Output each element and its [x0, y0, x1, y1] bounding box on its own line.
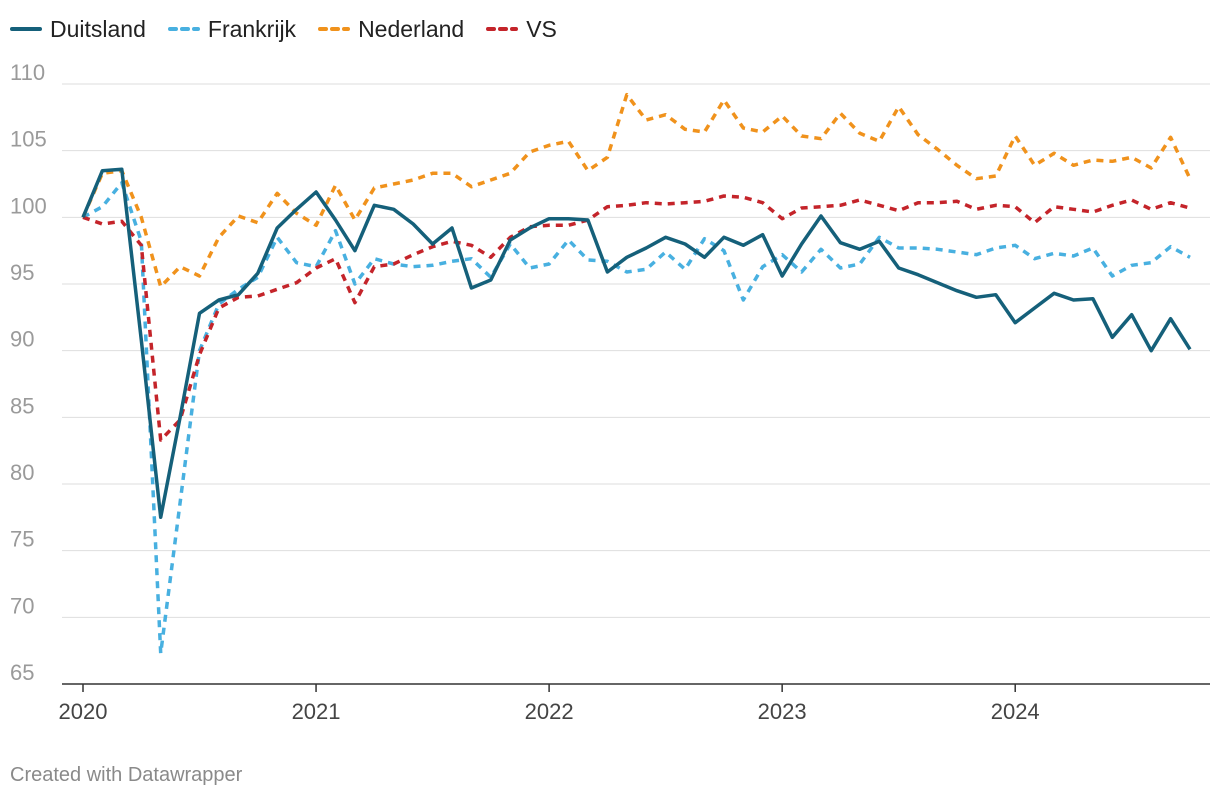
y-axis: 65 70 75 80 85 90 95 100 105 110	[10, 60, 47, 685]
legend-swatch-frankrijk	[167, 27, 200, 31]
y-tick-label-85: 85	[10, 393, 34, 418]
y-tick-label-105: 105	[10, 127, 47, 152]
y-tick-label-90: 90	[10, 327, 34, 352]
legend-item-duitsland[interactable]: Duitsland	[10, 16, 146, 43]
legend-label-nederland: Nederland	[358, 15, 465, 42]
series-line-vs	[82, 194, 1191, 442]
y-tick-label-95: 95	[10, 260, 34, 285]
legend-label-duitsland: Duitsland	[50, 15, 146, 42]
x-tick-label-2021: 2021	[292, 699, 341, 724]
x-tick-label-2020: 2020	[59, 699, 108, 724]
y-tick-label-70: 70	[10, 593, 34, 618]
legend-label-frankrijk: Frankrijk	[207, 15, 297, 42]
x-axis: 2020 2021 2022 2023 2024	[59, 684, 1040, 724]
legend: Duitsland Frankrijk Nederland VS	[10, 14, 557, 44]
grid-lines	[62, 83, 1210, 685]
y-tick-label-100: 100	[10, 193, 47, 218]
legend-swatch-vs	[486, 27, 519, 31]
series-line-duitsland	[81, 167, 1192, 520]
legend-swatch-nederland	[318, 27, 351, 31]
legend-item-vs[interactable]: VS	[486, 16, 557, 43]
footer-credit: Created with Datawrapper	[10, 764, 243, 786]
series-line-nederland	[81, 92, 1192, 289]
x-tick-label-2023: 2023	[758, 699, 807, 724]
series-lines	[81, 92, 1192, 656]
series-line-frankrijk	[82, 180, 1191, 656]
y-tick-label-110: 110	[10, 60, 45, 85]
y-tick-label-80: 80	[10, 460, 34, 485]
legend-label-vs: VS	[526, 15, 557, 42]
legend-item-frankrijk[interactable]: Frankrijk	[167, 15, 297, 43]
legend-item-nederland[interactable]: Nederland	[318, 16, 464, 43]
y-tick-label-65: 65	[10, 660, 34, 685]
y-tick-label-75: 75	[10, 527, 34, 552]
x-tick-label-2024: 2024	[991, 699, 1040, 724]
legend-swatch-duitsland	[10, 27, 42, 31]
x-tick-label-2022: 2022	[525, 699, 574, 724]
